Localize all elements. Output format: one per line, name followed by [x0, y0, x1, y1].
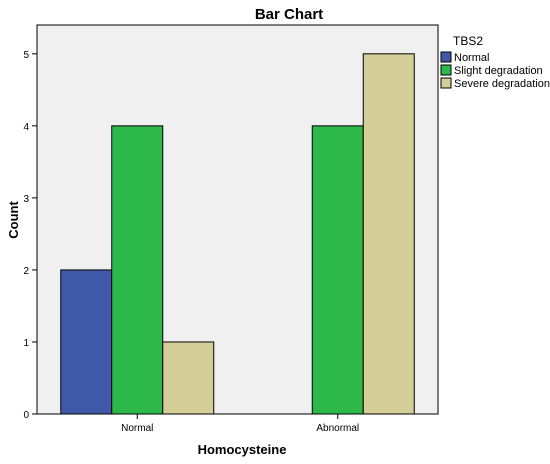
y-tick-label: 5	[23, 50, 29, 61]
bars	[60, 53, 415, 415]
y-tick-label: 1	[23, 338, 29, 349]
bar-normal-slight-degradation	[111, 125, 164, 415]
legend-label: Slight degradation	[454, 65, 543, 77]
legend-title: TBS2	[453, 34, 483, 48]
y-tick-label: 2	[23, 266, 29, 277]
x-axis-title: Homocysteine	[198, 442, 287, 457]
legend-swatch	[440, 64, 452, 76]
bar-normal-normal	[60, 269, 113, 415]
y-axis: 0 1 2 3 4 5	[23, 50, 37, 421]
legend-label: Normal	[454, 52, 489, 64]
bar-abnormal-severe-degradation	[362, 53, 415, 415]
y-tick-label: 3	[23, 194, 29, 205]
legend-swatch	[440, 77, 452, 89]
x-tick-label: Abnormal	[316, 423, 359, 434]
legend-swatch	[440, 51, 452, 63]
y-axis-title: Count	[6, 201, 21, 239]
x-tick-label: Normal	[121, 423, 153, 434]
y-tick-label: 0	[23, 410, 29, 421]
chart-title: Bar Chart	[255, 6, 323, 23]
y-tick-label: 4	[23, 122, 29, 133]
bar-normal-severe-degradation	[162, 341, 215, 415]
x-axis: Normal Abnormal	[121, 414, 359, 434]
bar-abnormal-slight-degradation	[311, 125, 364, 415]
legend-label: Severe degradation	[454, 78, 550, 90]
